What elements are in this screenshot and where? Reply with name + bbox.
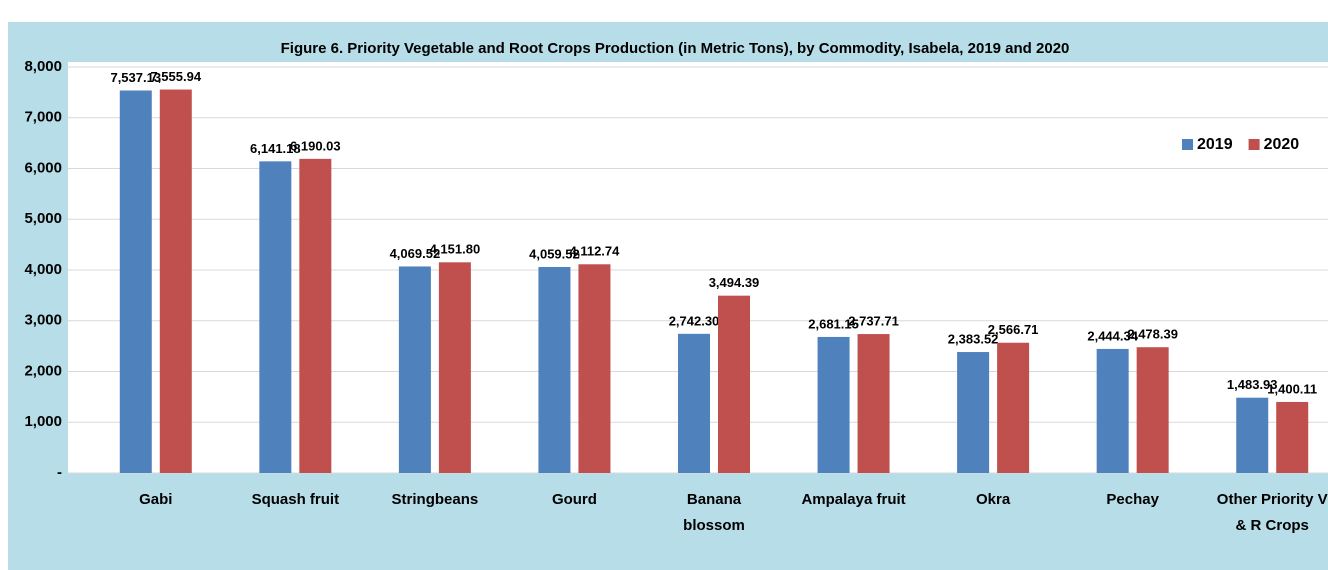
x-tick-label: Pechay [1106, 491, 1159, 508]
data-label: 1,400.11 [1267, 381, 1317, 396]
data-label: 2,737.71 [848, 313, 899, 328]
y-tick-label: 1,000 [24, 413, 62, 430]
y-tick-label: 6,000 [24, 159, 62, 176]
data-label: 6,141.18 [250, 141, 301, 156]
data-label: 6,190.03 [290, 138, 341, 153]
legend-swatch [1182, 139, 1193, 150]
bar [817, 336, 850, 473]
bar [678, 333, 710, 473]
x-tick-label: Okra [976, 491, 1011, 508]
y-tick-label: 8,000 [24, 58, 62, 75]
bar [857, 334, 890, 473]
x-tick-label: Ampalaya fruit [801, 491, 905, 508]
y-tick-label: 3,000 [24, 312, 62, 329]
bar [259, 161, 292, 473]
data-label: 3,494.39 [709, 275, 760, 290]
bar [1236, 397, 1269, 473]
data-label: 7,537.13 [110, 70, 161, 85]
data-label: 7,555.94 [150, 69, 201, 84]
y-tick-label: 2,000 [24, 362, 62, 379]
data-label: 4,069.52 [390, 246, 441, 261]
data-label: 2,478.39 [1127, 327, 1178, 342]
data-label: 4,151.80 [430, 242, 481, 257]
bar [1136, 347, 1169, 473]
x-tick-label: Gourd [552, 491, 597, 508]
bar [1276, 401, 1309, 473]
legend-label: 2019 [1197, 136, 1233, 153]
data-label: 2,566.71 [988, 322, 1039, 337]
bar [438, 262, 471, 473]
data-label: 1,483.93 [1227, 377, 1278, 392]
x-tick-label: Gabi [139, 491, 172, 508]
bar [997, 342, 1030, 473]
legend-swatch [1248, 139, 1260, 150]
x-tick-label: Stringbeans [392, 491, 479, 508]
y-tick-label: 4,000 [24, 261, 62, 278]
bar [159, 89, 192, 473]
data-label: 2,742.30 [669, 313, 720, 328]
chart-title: Figure 6. Priority Vegetable and Root Cr… [281, 40, 1070, 57]
x-tick-label: Banana blossom [683, 491, 745, 534]
x-tick-label: Squash fruit [252, 491, 340, 508]
data-label: 4,112.74 [569, 244, 620, 259]
bar [957, 352, 990, 473]
legend-label: 2020 [1264, 136, 1300, 153]
bar [538, 266, 571, 473]
bar [299, 158, 332, 474]
bar [718, 295, 750, 473]
data-label: 2,444.34 [1087, 328, 1138, 343]
bar [578, 264, 611, 473]
y-tick-label: 5,000 [24, 210, 62, 227]
data-label: 2,383.52 [948, 331, 999, 346]
y-tick-label: 7,000 [24, 109, 62, 126]
data-label: 4,059.52 [529, 246, 580, 261]
bar [398, 266, 431, 473]
data-label: 2,681.15 [808, 316, 859, 331]
y-tick-label: - [57, 464, 62, 481]
x-tick-label: Other Priority V & R Crops [1217, 491, 1328, 534]
bar [1096, 348, 1129, 473]
bar [119, 90, 152, 473]
